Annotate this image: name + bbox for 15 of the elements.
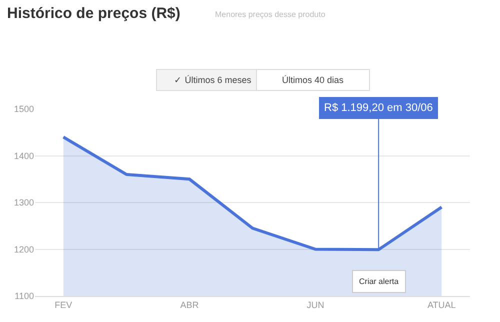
x-tick-label: ATUAL <box>427 300 456 310</box>
y-tick-label: 1200 <box>14 244 34 254</box>
y-tick-label: 1300 <box>14 198 34 208</box>
x-tick-label: FEV <box>54 300 72 310</box>
annotation: R$ 1.199,20 em 30/06 <box>324 102 433 114</box>
annotation: Criar alerta <box>359 277 400 286</box>
chart-title: Histórico de preços (R$) <box>7 5 180 22</box>
chart-subtitle: Menores preços desse produto <box>215 10 326 19</box>
text: ✓ Últimos 6 meses <box>174 75 252 85</box>
y-tick-label: 1100 <box>14 291 34 302</box>
x-tick-label: JUN <box>306 300 324 310</box>
y-tick-label: 1500 <box>14 104 34 114</box>
x-tick-label: ABR <box>180 300 200 310</box>
text: Últimos 40 dias <box>282 75 344 85</box>
y-tick-label: 1400 <box>14 150 34 161</box>
